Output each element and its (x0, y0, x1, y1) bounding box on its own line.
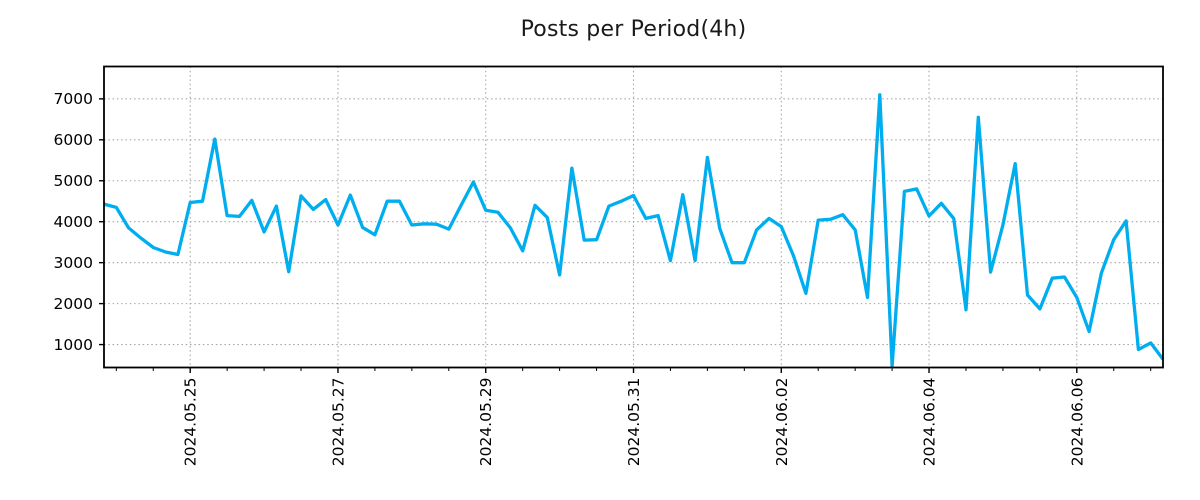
series-line (103, 93, 1165, 368)
x-tick-label: 2024.05.29 (477, 378, 495, 467)
x-tick-label: 2024.06.02 (773, 378, 791, 467)
y-tick-label: 6000 (54, 131, 93, 149)
y-tick-label: 2000 (54, 295, 93, 313)
x-tick-label: 2024.06.04 (921, 378, 939, 467)
x-tick-labels: 2024.05.25 2024.05.27 2024.05.29 2024.05.31… (182, 378, 1087, 467)
y-tick-label: 4000 (54, 213, 93, 231)
y-tick-label: 7000 (54, 90, 93, 108)
y-tick-label: 5000 (54, 172, 93, 190)
y-tick-label: 3000 (54, 254, 93, 272)
y-tick-labels: 1000 2000 3000 4000 5000 6000 7000 (54, 90, 93, 354)
x-tick-label: 2024.06.06 (1068, 378, 1086, 467)
x-tick-label: 2024.05.31 (625, 378, 643, 467)
x-tick-label: 2024.05.25 (182, 378, 200, 467)
y-tick-label: 1000 (54, 336, 93, 354)
plot-border (103, 65, 1164, 369)
chart-title: Posts per Period(4h) (520, 17, 747, 42)
x-tick-label: 2024.05.27 (329, 378, 347, 467)
